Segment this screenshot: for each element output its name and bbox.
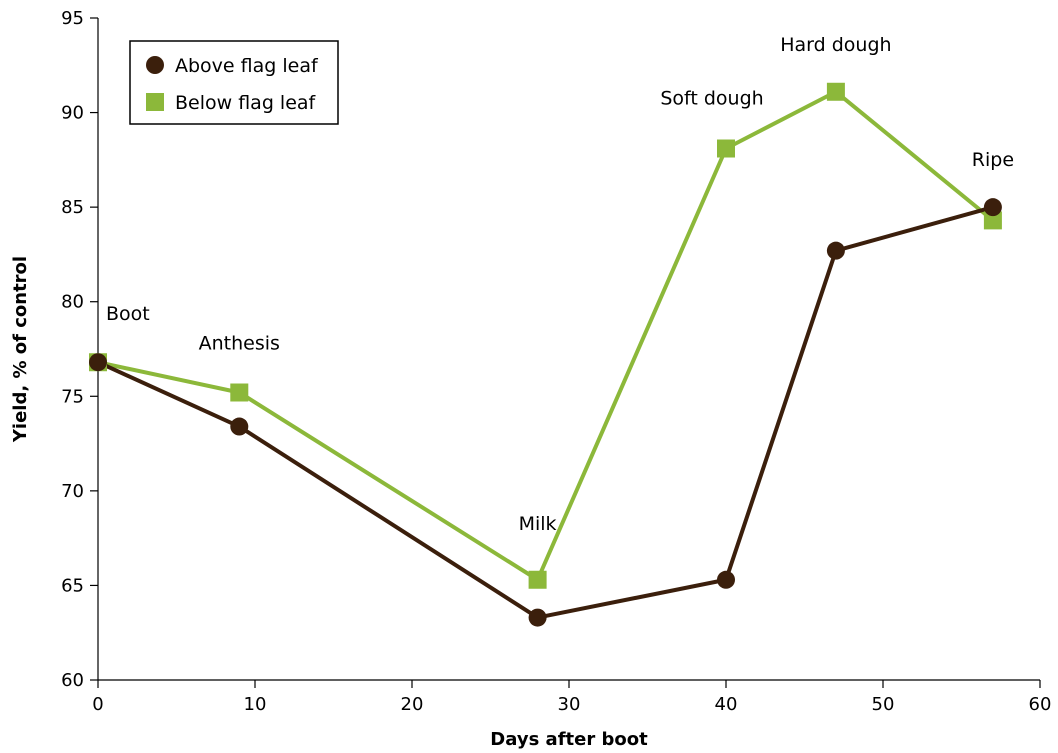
annotations: Boot Anthesis Milk Soft dough Hard dough Ripe [106, 34, 1014, 535]
x-tick-label: 40 [715, 694, 738, 715]
x-tick-label: 30 [558, 694, 581, 715]
y-tick-label: 90 [61, 103, 84, 124]
data-point-above-flag-leaf [717, 570, 735, 589]
annotation-label: Soft dough [660, 88, 763, 110]
data-point-above-flag-leaf [983, 198, 1002, 217]
legend: Above flag leaf Below flag leaf [129, 40, 339, 125]
data-point-below-flag-leaf [230, 383, 249, 402]
annotation-label: Hard dough [780, 34, 891, 56]
x-axis-title: Days after boot [490, 729, 648, 750]
legend-box [129, 40, 339, 125]
data-point-below-flag-leaf [717, 139, 735, 158]
y-tick-label: 75 [61, 386, 84, 407]
x-tick-label: 60 [1029, 694, 1052, 715]
legend-marker-below-flag-leaf [146, 93, 164, 111]
legend-label: Below flag leaf [175, 92, 317, 114]
annotation-label: Boot [106, 303, 150, 325]
annotation-label: Anthesis [199, 333, 280, 355]
x-tick-label: 0 [92, 694, 103, 715]
data-point-below-flag-leaf [826, 82, 845, 101]
y-tick-label: 65 [61, 575, 84, 596]
series-layer [89, 82, 1002, 627]
y-tick-label: 60 [61, 670, 84, 691]
x-tick-label: 50 [872, 694, 895, 715]
data-point-above-flag-leaf [528, 608, 547, 627]
y-axis-title: Yield, % of control [10, 256, 31, 443]
legend-marker-above-flag-leaf [146, 56, 164, 74]
axes: 60 65 70 75 80 85 90 95 0 10 20 30 40 50 60 [61, 8, 1051, 715]
y-tick-label: 70 [61, 481, 84, 502]
data-point-below-flag-leaf [528, 570, 547, 589]
annotation-label: Ripe [972, 149, 1014, 171]
annotation-label: Milk [519, 513, 557, 535]
y-tick-label: 85 [61, 197, 84, 218]
y-tick-label: 80 [61, 292, 84, 313]
data-point-below-flag-leaf [983, 211, 1002, 230]
series-line-below-flag-leaf [97, 89, 995, 582]
x-tick-label: 20 [401, 694, 424, 715]
data-point-above-flag-leaf [826, 241, 845, 260]
x-tick-label: 10 [244, 694, 267, 715]
series-line-above-flag-leaf [97, 205, 994, 620]
data-point-above-flag-leaf [89, 353, 107, 372]
legend-label: Above flag leaf [175, 55, 319, 77]
data-point-above-flag-leaf [230, 417, 249, 436]
y-tick-label: 95 [61, 8, 84, 29]
